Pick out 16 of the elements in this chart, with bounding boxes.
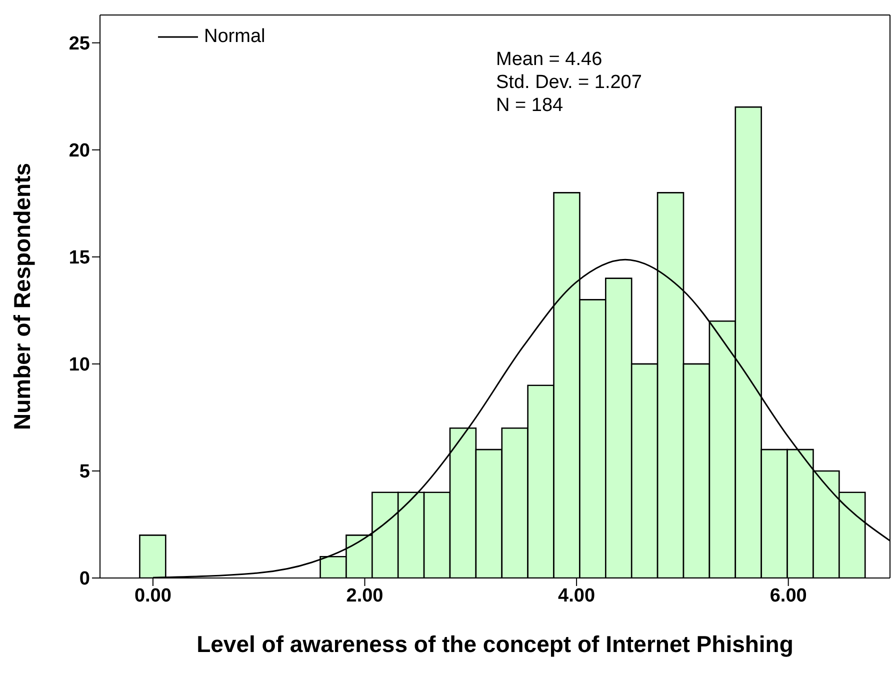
- y-tick-label: 25: [68, 34, 90, 55]
- y-tick-label: 10: [68, 354, 90, 376]
- annotation: Mean = 4.46: [496, 48, 604, 71]
- annotation: Std. Dev. = 1.207: [496, 71, 642, 94]
- y-tick-label: 0: [79, 568, 90, 590]
- y-tick-label: 20: [68, 140, 90, 162]
- annotation: N = 184: [496, 94, 564, 117]
- legend-label: Normal: [204, 26, 266, 48]
- x-tick-label: 2.00: [346, 585, 384, 606]
- y-tick-label: 15: [68, 248, 90, 269]
- x-tick-label: 4.00: [558, 585, 596, 606]
- y-tick-label: 5: [79, 462, 90, 483]
- x-axis-title: Level of awareness of the concept of Internet Phishing: [196, 631, 794, 657]
- y-axis-title: Number of Respondents: [9, 162, 36, 430]
- x-tick-label: 6.00: [770, 585, 807, 606]
- x-tick-label: 0.00: [134, 585, 172, 606]
